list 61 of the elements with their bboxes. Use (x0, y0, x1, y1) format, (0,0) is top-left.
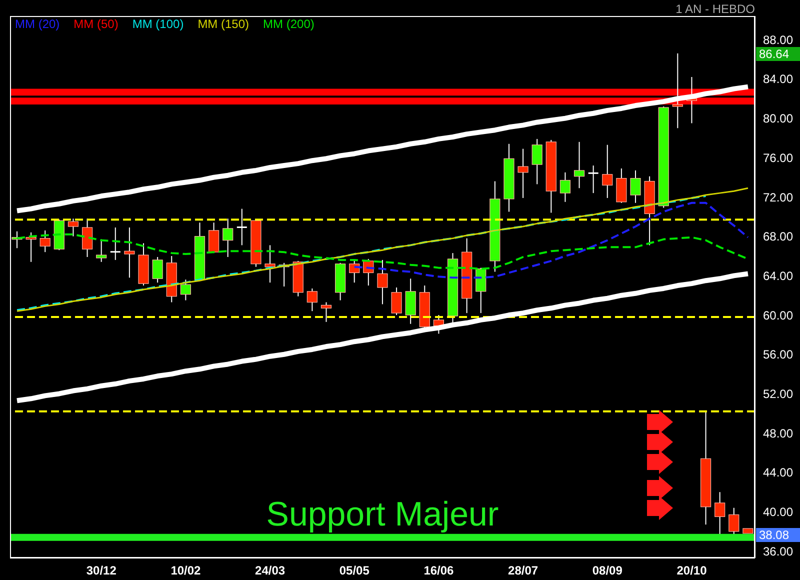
candlestick (602, 144, 613, 198)
y-tick-label: 44.00 (763, 466, 794, 480)
x-tick-label: 16/06 (424, 564, 454, 578)
candlestick (476, 267, 486, 314)
y-tick-label: 64.00 (763, 268, 794, 283)
candlestick (574, 141, 585, 189)
candlestick (180, 279, 191, 301)
candlestick (588, 165, 598, 194)
candlestick (236, 208, 247, 246)
y-tick-label: 48.00 (763, 426, 794, 440)
candlestick (96, 238, 107, 262)
x-tick-label: 24/03 (255, 564, 286, 578)
y-tick-label: 80.00 (763, 112, 794, 126)
y-tick-label: 68.00 (763, 230, 794, 244)
x-tick-label: 10/02 (170, 564, 202, 578)
candlestick (560, 172, 571, 202)
candlestick (405, 278, 416, 324)
candlestick (630, 170, 641, 204)
x-tick-label: 20/10 (676, 564, 708, 578)
candlestick (616, 168, 627, 204)
candlestick (714, 492, 726, 536)
text: MM (150) (198, 17, 250, 31)
candlestick (728, 507, 740, 536)
text: MM (100) (132, 17, 184, 31)
ref-line-label: Support Majeur (266, 495, 499, 534)
candlestick (349, 259, 360, 284)
legend-label: MM (50) (74, 17, 118, 31)
candlestick (82, 218, 93, 258)
y-tick-label: 88.00 (763, 32, 794, 47)
text: MM (200) (263, 17, 314, 31)
text: MM (20) (15, 17, 60, 31)
candlestick (518, 148, 528, 198)
x-tick-label: 30/12 (86, 564, 117, 578)
y-tick-label: 36.00 (763, 544, 794, 558)
y-tick-label: 72.00 (763, 190, 794, 204)
x-tick-label: 28/07 (508, 564, 538, 578)
text: 38.08 (756, 528, 800, 542)
candlestick (222, 218, 234, 258)
text: 86.64 (756, 47, 800, 61)
chart-subtitle: 1 AN - HEBDO (676, 2, 755, 16)
candlestick (40, 230, 50, 253)
candlestick (391, 286, 402, 316)
candlestick (68, 218, 79, 237)
candlestick (124, 226, 135, 278)
candlestick (306, 288, 318, 312)
x-tick-label: 08/09 (592, 564, 623, 578)
y-tick-label: 52.00 (763, 386, 794, 401)
candlestick (264, 244, 276, 284)
candlestick (377, 259, 388, 305)
y-tick-label: 84.00 (763, 72, 794, 86)
candlestick (532, 138, 542, 185)
x-tick-label: 05/05 (339, 564, 370, 578)
y-tick-label: 76.00 (763, 150, 794, 165)
y-tick-label: 60.00 (763, 308, 794, 322)
candlestick (110, 226, 120, 260)
candlestick (152, 256, 163, 284)
candlestick (26, 232, 36, 262)
y-tick-label: 40.00 (763, 505, 794, 520)
candlestick (208, 222, 220, 254)
y-tick-label: 56.00 (763, 348, 794, 362)
candlestick (320, 302, 332, 322)
